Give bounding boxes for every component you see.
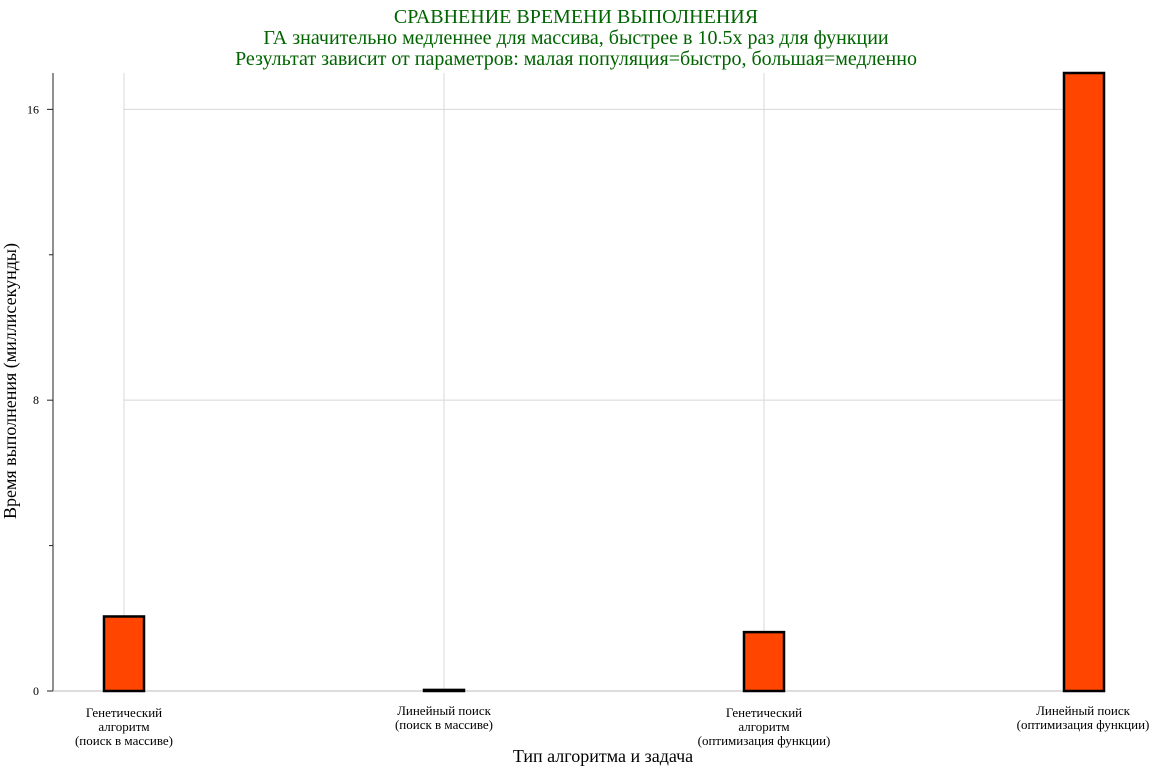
y-tick-label-1: 8 bbox=[33, 393, 39, 407]
x-tick-label-2-line-1: алгоритм bbox=[738, 719, 789, 734]
bar-3 bbox=[1062, 71, 1106, 693]
y-tick-label-2: 16 bbox=[27, 102, 39, 116]
x-tick-label-0: Генетический алгоритм (поиск в массиве) bbox=[75, 705, 173, 748]
bar-2 bbox=[742, 630, 786, 693]
y-tick-label-0: 0 bbox=[33, 684, 39, 698]
label-layer: Генетический алгоритм (поиск в массиве)Лин… bbox=[75, 703, 1149, 748]
x-tick-label-0-line-1: алгоритм bbox=[98, 719, 149, 734]
x-tick-label-1-line-1: (поиск в массиве) bbox=[395, 717, 493, 732]
x-tick-label-3: Линейный поиск (оптимизация функции) bbox=[1017, 703, 1150, 732]
x-tick-label-0-line-2: (поиск в массиве) bbox=[75, 733, 173, 748]
axis-layer: 0 8 16 bbox=[27, 73, 1104, 698]
bar-0 bbox=[102, 615, 146, 693]
x-tick-label-3-line-0: Линейный поиск bbox=[1036, 703, 1131, 718]
x-tick-label-2-line-0: Генетический bbox=[726, 705, 802, 720]
x-tick-label-1-line-0: Линейный поиск bbox=[397, 703, 492, 718]
x-axis-label: Тип алгоритма и задача bbox=[513, 746, 693, 766]
y-axis-label: Время выполнения (миллисекунды) bbox=[0, 243, 21, 519]
x-tick-label-2: Генетический алгоритм (оптимизация функции… bbox=[698, 705, 831, 748]
chart-title: СРАВНЕНИЕ ВРЕМЕНИ ВЫПОЛНЕНИЯ bbox=[394, 6, 758, 28]
x-tick-label-1: Линейный поиск (поиск в массиве) bbox=[395, 703, 493, 732]
x-tick-label-2-line-2: (оптимизация функции) bbox=[698, 733, 831, 748]
x-tick-label-0-line-0: Генетический bbox=[86, 705, 162, 720]
grid-layer bbox=[123, 73, 1104, 691]
bar-layer bbox=[102, 71, 1106, 693]
chart-subtitle-line-1: ГА значительно медленнее для массива, бы… bbox=[263, 27, 889, 49]
chart-subtitle-line-2: Результат зависит от параметров: малая п… bbox=[235, 48, 917, 70]
x-tick-label-3-line-1: (оптимизация функции) bbox=[1017, 717, 1150, 732]
bar-1 bbox=[422, 688, 466, 693]
